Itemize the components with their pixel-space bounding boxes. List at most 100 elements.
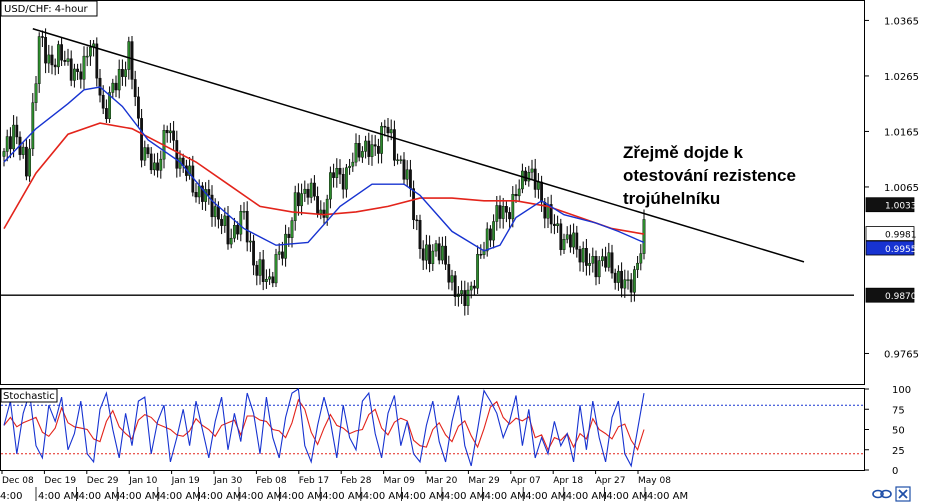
candle-body: [127, 41, 131, 70]
candle-body: [591, 256, 595, 264]
candle-body: [479, 254, 483, 256]
candle: [309, 178, 313, 204]
candle-body: [527, 171, 531, 182]
candle: [242, 202, 246, 220]
candle-body: [617, 270, 620, 283]
candle-body: [239, 211, 243, 235]
stochastic-tick-label: 50: [892, 426, 905, 437]
candle: [143, 140, 147, 166]
candle-body: [428, 244, 431, 265]
candle-body: [572, 232, 576, 248]
candle: [623, 269, 627, 298]
time-tick-label: 4:00 AM: [444, 491, 485, 502]
date-tick-label: Mar 20: [426, 476, 458, 486]
candle: [549, 194, 553, 234]
candle-body: [316, 196, 319, 214]
candle: [57, 40, 60, 75]
candle-body: [325, 198, 329, 218]
stochastic-axis: 100 75 50 25 0: [864, 385, 911, 477]
candle-body: [175, 140, 179, 169]
candle-body: [220, 218, 223, 226]
candle-body: [63, 60, 67, 62]
time-tick-label: 4:00 AM: [566, 491, 607, 502]
candle-body: [514, 194, 518, 197]
annotation-line-1: Zřejmě dojde k: [623, 143, 744, 162]
candle: [501, 197, 505, 229]
candle: [386, 118, 390, 142]
candle-body: [626, 279, 630, 281]
chart-title-box: [0, 0, 98, 17]
candle-body: [300, 193, 303, 207]
candle-body: [466, 289, 470, 306]
candle-body: [623, 279, 627, 289]
candle: [207, 179, 211, 205]
candle-body: [34, 83, 38, 103]
candle: [159, 150, 163, 179]
candle-body: [194, 192, 198, 198]
candle: [172, 121, 175, 151]
candle-body: [47, 54, 51, 64]
candle: [527, 165, 531, 187]
candle-body: [60, 44, 64, 61]
candle-body: [441, 245, 444, 261]
candle-body: [636, 262, 640, 270]
candle-body: [322, 209, 326, 218]
annotation-line-2: otestování rezistence: [623, 166, 796, 185]
candle: [473, 280, 476, 296]
candle: [642, 209, 646, 260]
time-tick-label: 4:00 AM: [322, 491, 363, 502]
candle: [431, 244, 435, 271]
candle: [236, 221, 239, 240]
candle-body: [530, 168, 534, 173]
link-icon[interactable]: [872, 489, 892, 499]
candle-body: [409, 169, 412, 189]
candle: [130, 35, 134, 90]
candle-body: [216, 206, 220, 220]
price-tick-label: 1.0165: [884, 127, 919, 138]
candle: [34, 76, 38, 112]
candle-body: [450, 275, 454, 283]
candle: [377, 138, 380, 164]
candle: [553, 214, 556, 235]
candle: [124, 61, 128, 87]
candle-body: [290, 220, 294, 238]
candle-body: [229, 237, 233, 245]
candle: [524, 167, 528, 186]
candle: [303, 180, 307, 202]
candle: [319, 200, 323, 220]
candle: [200, 182, 204, 210]
candle: [530, 159, 534, 180]
candle-body: [463, 290, 467, 306]
candle: [399, 155, 403, 164]
candle-body: [133, 79, 137, 98]
candle-body: [543, 201, 547, 219]
time-tick-label: 4:00 AM: [525, 491, 566, 502]
date-tick-label: Feb 08: [256, 476, 287, 486]
candle-body: [265, 278, 268, 282]
price-badge-box: [865, 240, 915, 256]
candle-body: [361, 151, 364, 158]
candle: [72, 63, 76, 88]
candle: [140, 109, 143, 168]
candle: [405, 160, 409, 187]
candle: [168, 122, 172, 143]
candle-body: [492, 221, 495, 241]
candle-body: [633, 269, 636, 293]
time-tick-label: 4:00 AM: [241, 491, 282, 502]
candle-body: [76, 68, 80, 72]
candle: [114, 75, 118, 98]
candle-body: [629, 279, 633, 293]
close-icon[interactable]: [895, 486, 911, 502]
candle: [418, 214, 422, 259]
date-tick-label: Mar 09: [384, 476, 416, 486]
candle-body: [271, 276, 275, 284]
candle: [450, 269, 454, 291]
candle-body: [588, 263, 592, 266]
candle: [581, 241, 585, 272]
candle-body: [156, 162, 159, 171]
candle: [306, 183, 310, 205]
candle-body: [498, 205, 502, 219]
candle-body: [364, 140, 367, 152]
candle-body: [306, 188, 310, 198]
candle: [293, 185, 297, 231]
